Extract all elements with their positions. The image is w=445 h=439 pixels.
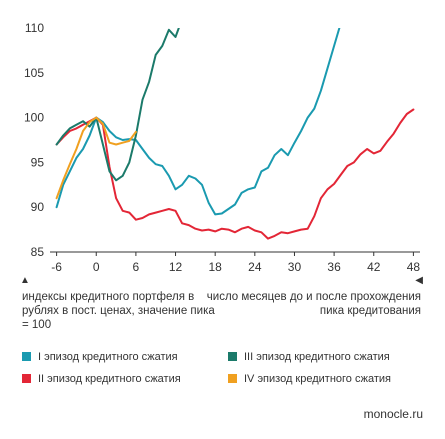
legend-label: I эпизод кредитного сжатия [38, 351, 178, 363]
legend-item-series-4: IV эпизод кредитного сжатия [228, 373, 391, 385]
x-tick-label: 6 [133, 260, 140, 274]
x-axis-note: число месяцев до и после прохождения пик… [206, 291, 421, 317]
legend-swatch [22, 374, 31, 383]
x-tick-label: 30 [288, 260, 302, 274]
chart-axes: -6 0 6 12 18 24 30 36 42 48 85 90 95 100 105 110 [24, 21, 420, 274]
legend-item-series-1: I эпизод кредитного сжатия [22, 351, 178, 363]
legend-label: II эпизод кредитного сжатия [38, 373, 181, 385]
legend-label: III эпизод кредитного сжатия [244, 351, 390, 363]
up-arrow-icon: ▲ [20, 275, 30, 286]
x-tick-label: 42 [367, 260, 381, 274]
x-tick-label: 0 [93, 260, 100, 274]
legend-label: IV эпизод кредитного сжатия [244, 373, 391, 385]
y-tick-label: 105 [24, 66, 44, 80]
legend-swatch [228, 352, 237, 361]
x-tick-label: 12 [169, 260, 183, 274]
x-tick-label: 36 [327, 260, 341, 274]
y-tick-label: 100 [24, 111, 44, 125]
legend-item-series-2: II эпизод кредитного сжатия [22, 373, 181, 385]
x-tick-label: -6 [51, 260, 62, 274]
series-line-4 [55, 116, 137, 200]
left-arrow-icon: ◀ [415, 275, 423, 286]
y-tick-label: 90 [31, 200, 45, 214]
series-line-1 [55, 28, 341, 216]
y-axis-note: индексы кредитного портфеля в рублях в п… [22, 291, 215, 331]
legend-swatch [228, 374, 237, 383]
legend-item-series-3: III эпизод кредитного сжатия [228, 351, 390, 363]
source-credit: monocle.ru [363, 407, 423, 421]
y-tick-label: 110 [25, 21, 44, 35]
chart-series-group [55, 28, 415, 240]
line-chart: -6 0 6 12 18 24 30 36 42 48 85 90 95 100 105 110 [24, 21, 420, 274]
series-line-2 [55, 108, 415, 240]
legend-swatch [22, 352, 31, 361]
x-tick-label: 48 [407, 260, 421, 274]
y-tick-label: 85 [31, 245, 45, 259]
y-tick-label: 95 [31, 155, 45, 169]
x-tick-label: 18 [208, 260, 222, 274]
x-tick-label: 24 [248, 260, 262, 274]
series-line-3 [55, 28, 180, 182]
